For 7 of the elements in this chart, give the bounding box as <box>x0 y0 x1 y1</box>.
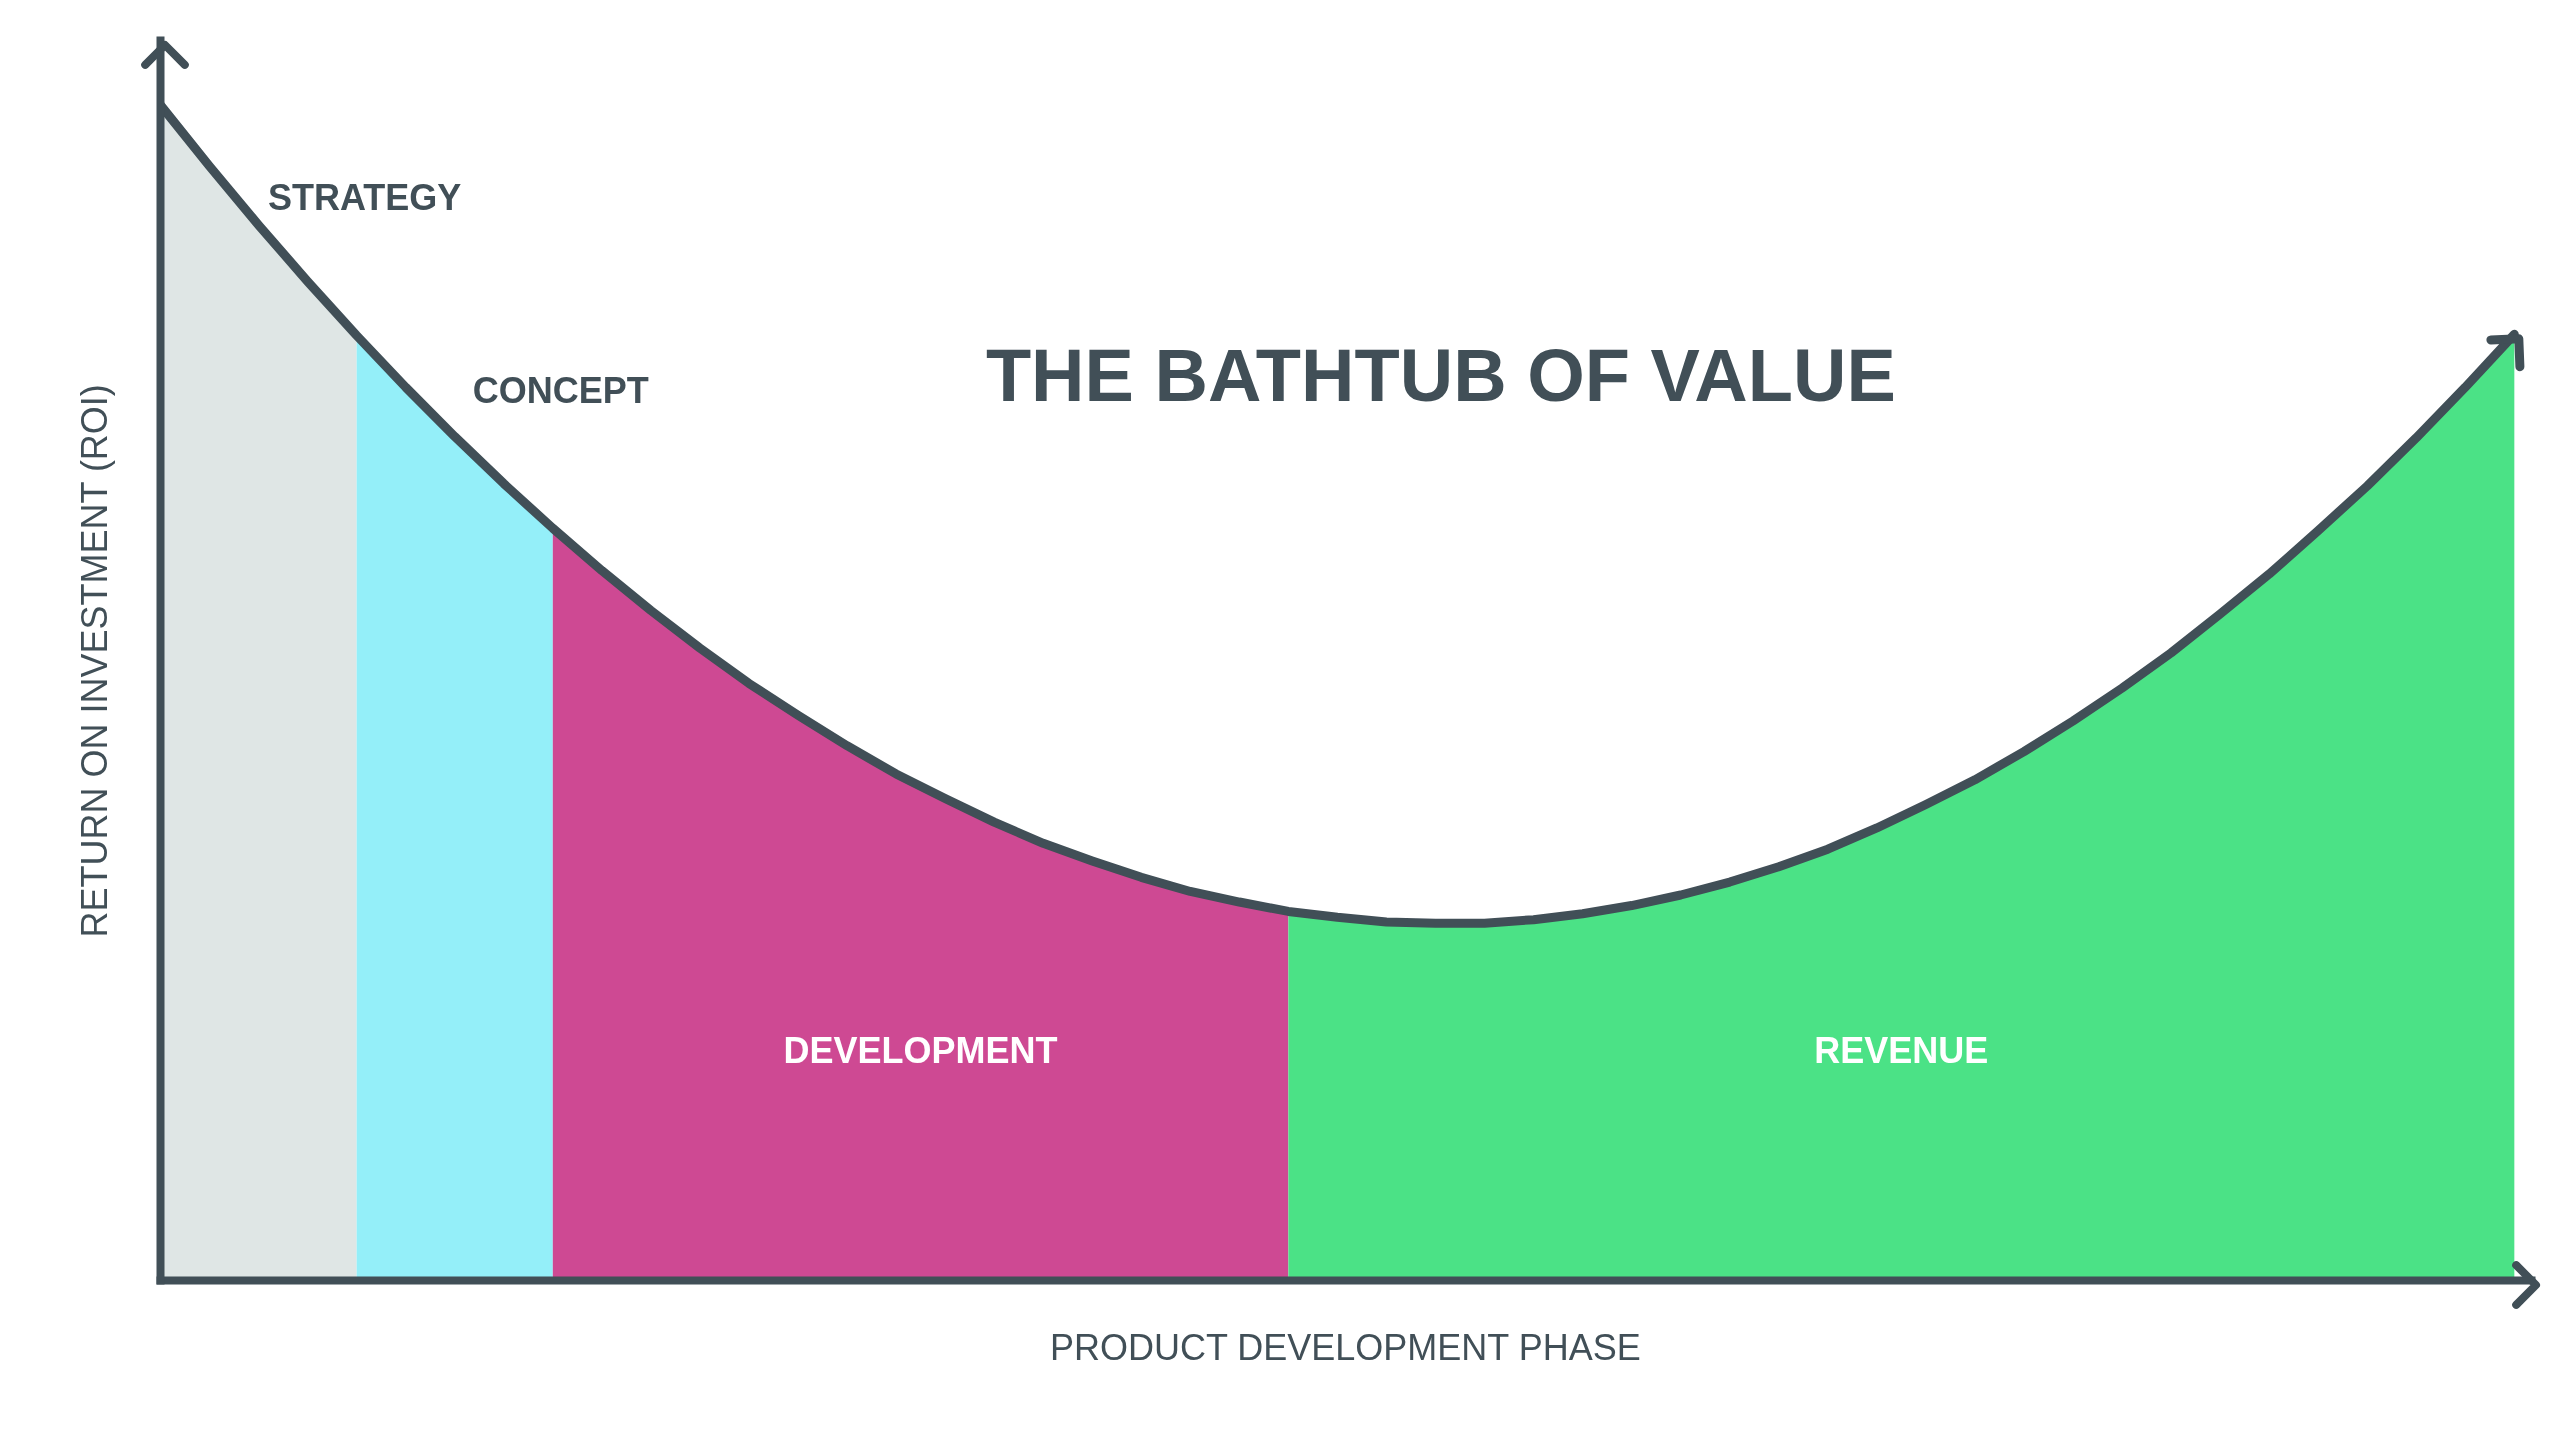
x-axis-title: PRODUCT DEVELOPMENT PHASE <box>1049 1326 1641 1368</box>
series-label: STRATEGY <box>267 177 462 219</box>
series-label: REVENUE <box>1814 1030 1989 1071</box>
series-label: DEVELOPMENT <box>783 1030 1058 1071</box>
series-label: CONCEPT <box>472 369 649 411</box>
y-axis-title: RETURN ON INVESTMENT (ROI) <box>73 384 115 938</box>
text: THE BATHTUB OF VALUE <box>985 333 1896 417</box>
